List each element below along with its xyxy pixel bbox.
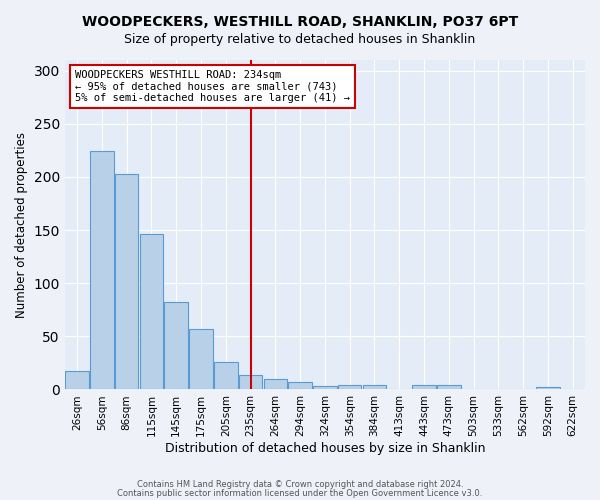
- Bar: [214, 362, 238, 390]
- Text: WOODPECKERS, WESTHILL ROAD, SHANKLIN, PO37 6PT: WOODPECKERS, WESTHILL ROAD, SHANKLIN, PO…: [82, 15, 518, 29]
- Bar: [65, 372, 89, 390]
- Bar: [90, 152, 114, 390]
- Text: WOODPECKERS WESTHILL ROAD: 234sqm
← 95% of detached houses are smaller (743)
5% : WOODPECKERS WESTHILL ROAD: 234sqm ← 95% …: [75, 70, 350, 103]
- Text: Contains HM Land Registry data © Crown copyright and database right 2024.: Contains HM Land Registry data © Crown c…: [137, 480, 463, 489]
- Bar: [189, 329, 213, 390]
- Bar: [164, 302, 188, 390]
- Text: Size of property relative to detached houses in Shanklin: Size of property relative to detached ho…: [124, 32, 476, 46]
- Text: Contains public sector information licensed under the Open Government Licence v3: Contains public sector information licen…: [118, 488, 482, 498]
- Bar: [263, 379, 287, 390]
- Bar: [140, 234, 163, 390]
- Bar: [362, 385, 386, 390]
- Bar: [338, 385, 361, 390]
- Y-axis label: Number of detached properties: Number of detached properties: [15, 132, 28, 318]
- X-axis label: Distribution of detached houses by size in Shanklin: Distribution of detached houses by size …: [164, 442, 485, 455]
- Bar: [536, 388, 560, 390]
- Bar: [437, 385, 461, 390]
- Bar: [239, 374, 262, 390]
- Bar: [313, 386, 337, 390]
- Bar: [115, 174, 139, 390]
- Bar: [412, 385, 436, 390]
- Bar: [289, 382, 312, 390]
